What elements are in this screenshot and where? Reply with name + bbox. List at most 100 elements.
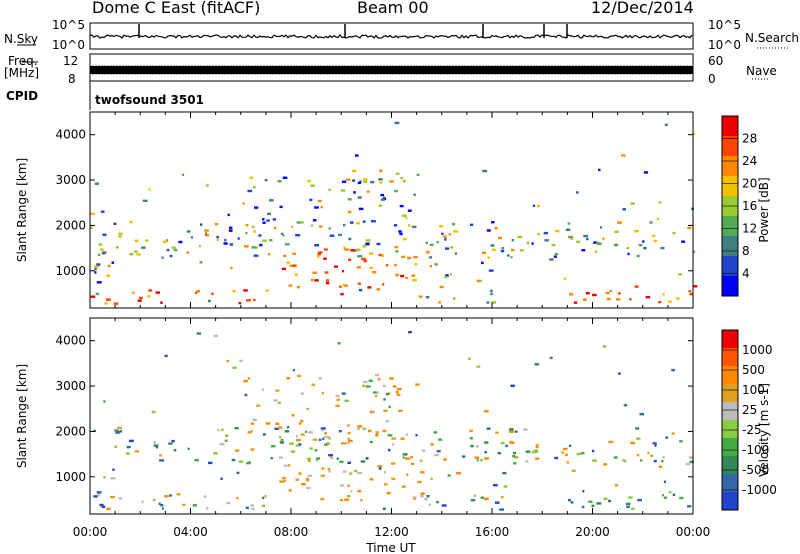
heatmap-cell xyxy=(326,442,331,445)
heatmap-cell xyxy=(347,484,350,487)
heatmap-cell xyxy=(635,427,640,430)
heatmap-cell xyxy=(416,173,420,176)
heatmap-cell xyxy=(265,422,271,425)
heatmap-cell xyxy=(486,301,490,304)
heatmap-cell xyxy=(207,299,211,303)
heatmap-cell xyxy=(689,292,693,296)
heatmap-cell xyxy=(90,212,95,216)
heatmap-cell xyxy=(602,345,607,348)
heatmap-cell xyxy=(279,435,282,439)
heatmap-cell xyxy=(292,264,297,267)
heatmap-cell xyxy=(96,491,102,494)
heatmap-cell xyxy=(186,230,191,233)
heatmap-cell xyxy=(226,501,231,505)
heatmap-cell xyxy=(671,432,675,435)
heatmap-cell xyxy=(389,377,394,380)
heatmap-cell xyxy=(543,231,548,235)
heatmap-cell xyxy=(278,426,283,429)
heatmap-cell xyxy=(300,392,304,395)
heatmap-cell xyxy=(330,456,333,459)
heatmap-cell xyxy=(480,496,484,499)
heatmap-cell xyxy=(344,284,348,287)
heatmap-cell xyxy=(494,501,500,504)
heatmap-cell xyxy=(614,230,619,234)
heatmap-cell xyxy=(488,269,494,272)
heatmap-cell xyxy=(284,430,290,433)
heatmap-cell xyxy=(363,180,368,184)
heatmap-cell xyxy=(169,254,173,258)
heatmap-cell xyxy=(362,384,365,388)
heatmap-cell xyxy=(689,460,694,464)
heatmap-cell xyxy=(421,449,426,452)
heatmap-cell xyxy=(603,463,608,466)
heatmap-cell xyxy=(238,301,242,305)
heatmap-cell xyxy=(339,285,342,288)
heatmap-cell xyxy=(347,210,352,214)
colorbar-tick-label: 12 xyxy=(742,222,757,236)
heatmap-cell xyxy=(636,254,640,258)
heatmap-cell xyxy=(617,221,622,224)
colorbar-tick-label: 500 xyxy=(742,363,765,377)
heatmap-cell xyxy=(314,449,318,452)
heatmap-cell xyxy=(625,502,631,506)
heatmap-cell xyxy=(286,261,290,264)
heatmap-cell xyxy=(361,257,367,261)
heatmap-cell xyxy=(637,498,642,502)
heatmap-cell xyxy=(586,237,589,241)
heatmap-cell xyxy=(269,239,273,242)
colorbar-segment xyxy=(722,276,738,297)
heatmap-cell xyxy=(403,180,406,183)
colorbar-tick-label: -25 xyxy=(742,423,762,437)
heatmap-cell xyxy=(262,218,265,221)
heatmap-cell xyxy=(429,243,434,247)
heatmap-cell xyxy=(295,434,298,438)
heatmap-cell xyxy=(653,240,657,243)
heatmap-cell xyxy=(355,154,359,157)
heatmap-cell xyxy=(439,225,444,228)
beam-title: Beam 00 xyxy=(357,0,429,17)
heatmap-cell xyxy=(426,495,430,498)
velocity-panel-frame xyxy=(89,317,694,515)
colorbar-tick-label: -500 xyxy=(742,463,769,477)
heatmap-cell xyxy=(399,204,404,208)
time-axis-label: Time UT xyxy=(365,541,416,554)
heatmap-cell xyxy=(335,404,340,408)
heatmap-cell xyxy=(596,241,600,245)
heatmap-cell xyxy=(608,440,614,444)
heatmap-cell xyxy=(687,226,692,230)
heatmap-cell xyxy=(415,383,420,386)
heatmap-cell xyxy=(645,296,651,299)
heatmap-cell xyxy=(663,480,666,483)
freq-label: Freq. xyxy=(8,54,38,68)
heatmap-cell xyxy=(324,248,328,251)
nsky-tick-bottom: 10^0 xyxy=(52,38,85,52)
heatmap-cell xyxy=(162,240,168,243)
heatmap-cell xyxy=(583,234,589,238)
heatmap-cell xyxy=(394,246,399,249)
freq-tick-top: 12 xyxy=(63,54,79,68)
heatmap-cell xyxy=(223,242,228,245)
nsky-tick-bottom-right: 10^0 xyxy=(708,38,741,52)
x-tick-label: 16:00 xyxy=(475,525,510,539)
heatmap-cell xyxy=(417,480,422,484)
heatmap-cell xyxy=(555,229,560,233)
heatmap-cell xyxy=(370,180,375,184)
heatmap-cell xyxy=(200,223,203,226)
heatmap-cell xyxy=(367,286,372,289)
heatmap-cell xyxy=(227,213,230,217)
heatmap-cell xyxy=(357,181,361,185)
heatmap-cell xyxy=(668,491,672,494)
heatmap-cell xyxy=(438,301,442,304)
heatmap-cell xyxy=(519,249,524,252)
heatmap-cell xyxy=(350,490,353,493)
heatmap-cell xyxy=(576,240,581,243)
heatmap-cell xyxy=(267,212,271,215)
heatmap-cell xyxy=(142,199,148,202)
heatmap-cell xyxy=(360,460,366,463)
heatmap-cell xyxy=(576,452,581,456)
heatmap-cell xyxy=(216,235,219,239)
heatmap-cell xyxy=(205,507,209,510)
colorbar-segment xyxy=(722,474,738,493)
heatmap-cell xyxy=(614,484,619,487)
